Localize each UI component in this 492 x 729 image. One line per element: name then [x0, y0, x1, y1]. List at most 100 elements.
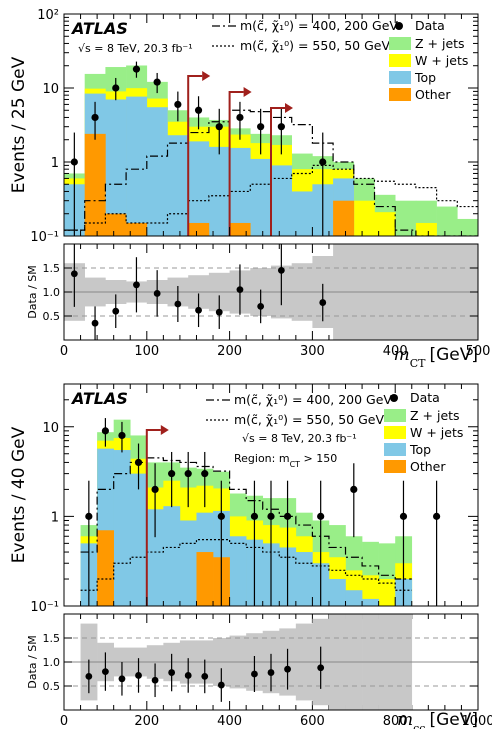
- cut-arrow-1: [145, 425, 169, 606]
- chart-panel-2: 10⁻¹ 1 10 Events / 40 GeV ATLAS √s = 8 TeV, 2…: [9, 383, 492, 729]
- data-point-1: [101, 427, 109, 435]
- experiment-label: ATLAS: [70, 19, 128, 38]
- ratio-point-5: [168, 669, 176, 676]
- legend-label-2: Top: [409, 442, 431, 457]
- x-tick-label-2: 400: [217, 714, 242, 729]
- data-point-1: [91, 113, 99, 122]
- bar-other-1: [84, 133, 106, 236]
- ratio-point-4: [153, 290, 161, 297]
- y-tick-label-0: 10⁻¹: [30, 230, 59, 245]
- legend-swatch-3: [389, 88, 411, 101]
- ratio-y-axis-title: Data / SM: [26, 265, 39, 318]
- data-point-12: [317, 512, 325, 520]
- x-tick-label-5: 1000: [461, 714, 492, 729]
- bar-wjets-17: [362, 575, 379, 606]
- data-point-10: [267, 512, 275, 520]
- ratio-point-1: [102, 668, 109, 675]
- cut-arrow-1: [187, 71, 211, 236]
- ratio-point-4: [151, 676, 159, 684]
- ratio-point-3: [135, 672, 142, 679]
- energy-lumi-label: √s = 8 TeV, 20.3 fb⁻¹: [78, 42, 193, 55]
- energy-lumi-label: √s = 8 TeV, 20.3 fb⁻¹: [242, 432, 357, 445]
- legend-signal-label-1: m(c̃, χ̃₁⁰) = 550, 50 GeV: [240, 38, 390, 53]
- ratio-y-tick-label-2: 1.5: [43, 262, 61, 275]
- ratio-y-tick-label-0: 0.5: [43, 680, 61, 693]
- x-tick-label-1: 100: [134, 344, 159, 359]
- bar-other-2: [105, 213, 127, 236]
- bar-top-4: [146, 107, 168, 236]
- data-point-6: [194, 106, 203, 114]
- x-tick-label-0: 0: [60, 344, 68, 359]
- bar-top-3: [126, 96, 148, 236]
- data-point-2: [118, 431, 126, 440]
- data-point-3: [132, 65, 141, 73]
- ratio-y-tick-label-1: 1.0: [43, 656, 61, 669]
- ratio-point-9: [257, 303, 265, 310]
- x-tick-label-5: 500: [466, 344, 491, 359]
- legend-signal-label-0: m(c̃, χ̃₁⁰) = 400, 200 GeV: [240, 18, 398, 33]
- ratio-point-0: [85, 673, 93, 680]
- ratio-point-9: [251, 670, 258, 678]
- bar-top-15: [328, 579, 346, 606]
- ratio-point-7: [215, 308, 223, 316]
- legend-swatch-2: [384, 443, 406, 456]
- data-point-6: [184, 470, 192, 478]
- experiment-label: ATLAS: [70, 389, 128, 408]
- x-tick-label-2: 200: [217, 344, 242, 359]
- legend-label-3: Other: [415, 87, 451, 102]
- bar-wjets-15: [374, 212, 396, 236]
- ratio-point-10: [267, 669, 275, 676]
- ratio-plot-area: [64, 614, 478, 710]
- ratio-point-5: [174, 300, 182, 308]
- legend-swatch-0: [389, 37, 411, 50]
- ratio-point-6: [195, 306, 202, 314]
- legend-label-1: W + jets: [415, 53, 468, 68]
- bar-other-6: [188, 222, 210, 236]
- bar-top-6: [188, 141, 210, 236]
- ratio-point-0: [70, 270, 78, 278]
- ratio-y-tick-label-1: 1.0: [43, 286, 61, 299]
- bar-wjets-18: [378, 579, 396, 606]
- ratio-point-8: [217, 681, 225, 689]
- y-tick-label-0: 10⁻¹: [30, 600, 59, 615]
- main-plot-area: [64, 61, 478, 236]
- ratio-point-7: [201, 673, 209, 680]
- data-point-13: [350, 485, 358, 494]
- bar-top-5: [167, 135, 189, 236]
- ratio-point-6: [184, 672, 192, 679]
- chart-panel-1: 10⁻¹ 1 10 10² Events / 25 GeV ATLAS √s = 8 TeV…: [9, 8, 490, 370]
- legend-signal-label-0: m(c̃, χ̃₁⁰) = 400, 200 GeV: [234, 392, 392, 407]
- bar-top-7: [208, 146, 230, 236]
- bar-top-5: [163, 506, 181, 606]
- bar-top-16: [345, 590, 363, 606]
- main-plot-area: [80, 418, 441, 606]
- data-point-4: [153, 78, 161, 86]
- bar-zjets-18: [436, 206, 458, 236]
- region-label: Region: mCT > 150: [234, 452, 337, 469]
- ratio-point-2: [118, 675, 126, 683]
- legend-swatch-2: [389, 71, 411, 84]
- x-axis-title: mcc [GeV]: [397, 710, 478, 729]
- y-tick-label-1: 1: [51, 156, 59, 171]
- bar-top-11: [291, 191, 313, 236]
- legend-signal-label-1: m(c̃, χ̃₁⁰) = 550, 50 GeV: [234, 412, 384, 427]
- legend-label-0: Z + jets: [415, 36, 465, 51]
- ratio-point-11: [319, 299, 327, 306]
- bar-other-7: [196, 552, 214, 606]
- legend-data-label: Data: [410, 390, 440, 405]
- ratio-y-axis-title: Data / SM: [26, 635, 39, 688]
- bar-wjets-17: [415, 222, 437, 236]
- ratio-y-tick-label-0: 0.5: [43, 310, 61, 323]
- bar-top-4: [146, 509, 164, 606]
- bar-other-13: [333, 200, 355, 236]
- ratio-point-3: [133, 281, 140, 289]
- legend-swatch-1: [389, 54, 411, 67]
- ratio-point-10: [277, 267, 285, 274]
- bar-wjets-14: [353, 200, 375, 236]
- y-axis-title: Events / 40 GeV: [9, 426, 29, 563]
- ratio-point-8: [236, 286, 244, 293]
- bar-other-1: [97, 530, 114, 606]
- bar-top-13: [295, 552, 313, 606]
- bar-other-8: [229, 222, 251, 236]
